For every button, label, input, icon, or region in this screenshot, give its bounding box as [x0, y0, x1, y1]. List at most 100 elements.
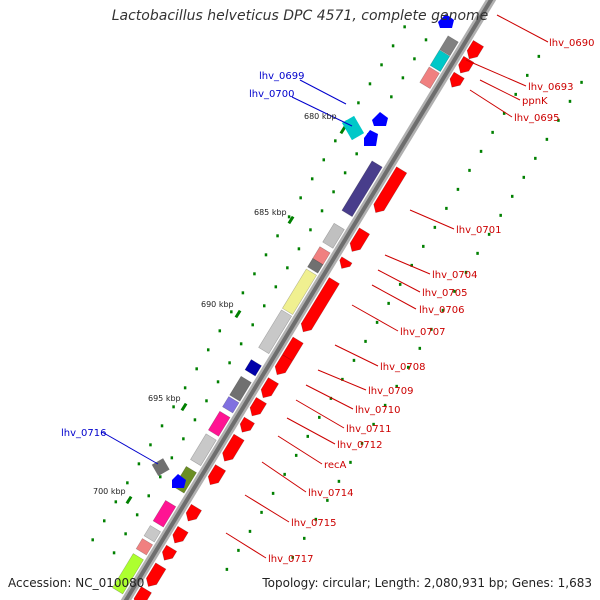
grid-dot	[264, 253, 268, 257]
grid-dot	[91, 538, 94, 542]
grid-dot	[352, 358, 356, 362]
gene-block	[429, 49, 451, 72]
grid-dot	[183, 386, 187, 390]
gene-block	[185, 503, 202, 522]
grid-dot-rows	[91, 25, 583, 571]
grid-dot	[557, 118, 560, 122]
grid-dot	[334, 139, 337, 143]
grid-dot	[193, 418, 197, 422]
grid-dot	[514, 92, 517, 96]
gene-label: lhv_0708	[380, 362, 425, 373]
grid-dot	[364, 339, 367, 343]
gene-block	[152, 499, 177, 528]
kbp-tick-mark	[180, 402, 188, 412]
kbp-tick-label: 685 kbp	[254, 208, 287, 217]
grid-dot	[383, 403, 387, 407]
grid-dot	[430, 327, 433, 331]
gene-block	[372, 112, 388, 126]
connector-line	[317, 369, 367, 391]
gene-label: lhv_0701	[456, 225, 501, 236]
grid-dot	[410, 263, 413, 267]
grid-dot	[487, 232, 491, 236]
grid-dot	[390, 95, 393, 99]
gene-block	[133, 586, 152, 600]
gene-block	[373, 166, 408, 213]
kbp-tick-mark	[287, 215, 295, 225]
grid-dot	[309, 228, 312, 232]
connector-line	[225, 532, 267, 559]
grid-dot	[360, 441, 364, 445]
grid-dot	[274, 285, 278, 289]
connector-line	[479, 79, 521, 101]
gene-block	[190, 433, 217, 467]
grid-dot	[263, 304, 266, 308]
connector-line	[371, 284, 417, 310]
gene-label: lhv_0705	[422, 288, 467, 299]
gene-block	[419, 66, 440, 89]
grid-dot	[349, 460, 352, 464]
grid-dot	[499, 213, 502, 217]
grid-dot	[464, 270, 468, 274]
label-connectors	[101, 14, 549, 559]
grid-dot	[343, 171, 347, 175]
gene-block	[161, 544, 178, 561]
grid-dot	[403, 25, 406, 29]
gene-label: lhv_0711	[346, 424, 391, 435]
gene-block	[458, 55, 475, 74]
grid-dot	[326, 498, 329, 502]
gene-block	[135, 538, 154, 556]
gene-block	[172, 474, 186, 488]
grid-dot	[368, 82, 372, 86]
grid-dot	[248, 529, 252, 533]
grid-dot	[479, 149, 483, 153]
grid-dot	[216, 380, 220, 384]
gene-block	[222, 433, 245, 462]
grid-dot	[332, 190, 335, 194]
grid-dot	[318, 415, 321, 419]
grid-dot	[322, 158, 326, 162]
grid-dot	[510, 194, 514, 198]
connector-line	[377, 269, 421, 293]
gene-label: lhv_0707	[400, 327, 445, 338]
grid-dot	[391, 44, 395, 48]
grid-dot	[303, 536, 306, 540]
grid-dot	[237, 548, 240, 552]
grid-dot	[380, 63, 383, 67]
connector-line	[244, 494, 290, 523]
gene-block	[258, 309, 293, 355]
gene-label: lhv_0695	[514, 113, 559, 124]
grid-dot	[286, 266, 289, 270]
gene-block	[239, 416, 255, 433]
connector-line	[465, 59, 527, 87]
grid-dot	[159, 475, 162, 479]
gene-block	[151, 458, 170, 477]
gene-block	[143, 525, 161, 543]
grid-dot	[299, 196, 302, 200]
grid-dot	[502, 111, 506, 115]
connector-line	[295, 399, 345, 429]
grid-dot	[476, 251, 479, 255]
grid-dot	[195, 367, 198, 371]
gene-label: lhv_0690	[549, 38, 594, 49]
gene-block	[341, 115, 365, 141]
connector-line	[351, 304, 399, 332]
kbp-tick-label: 690 kbp	[201, 300, 234, 309]
grid-dot	[355, 152, 358, 156]
grid-dot	[337, 479, 341, 483]
gene-block	[466, 40, 485, 60]
connector-line	[409, 209, 455, 230]
grid-dot	[418, 346, 422, 350]
grid-dot	[545, 137, 549, 141]
connector-line	[334, 344, 379, 367]
grid-dot	[468, 168, 471, 172]
grid-dot	[441, 308, 445, 312]
grid-dot	[287, 215, 291, 219]
connector-line	[261, 461, 307, 493]
grid-dot	[534, 156, 537, 160]
connector-line	[286, 417, 336, 445]
grid-dot	[395, 384, 398, 388]
grid-dot	[320, 209, 324, 213]
grid-dot	[310, 177, 314, 181]
grid-dot	[170, 456, 174, 460]
grid-dot	[413, 57, 416, 61]
